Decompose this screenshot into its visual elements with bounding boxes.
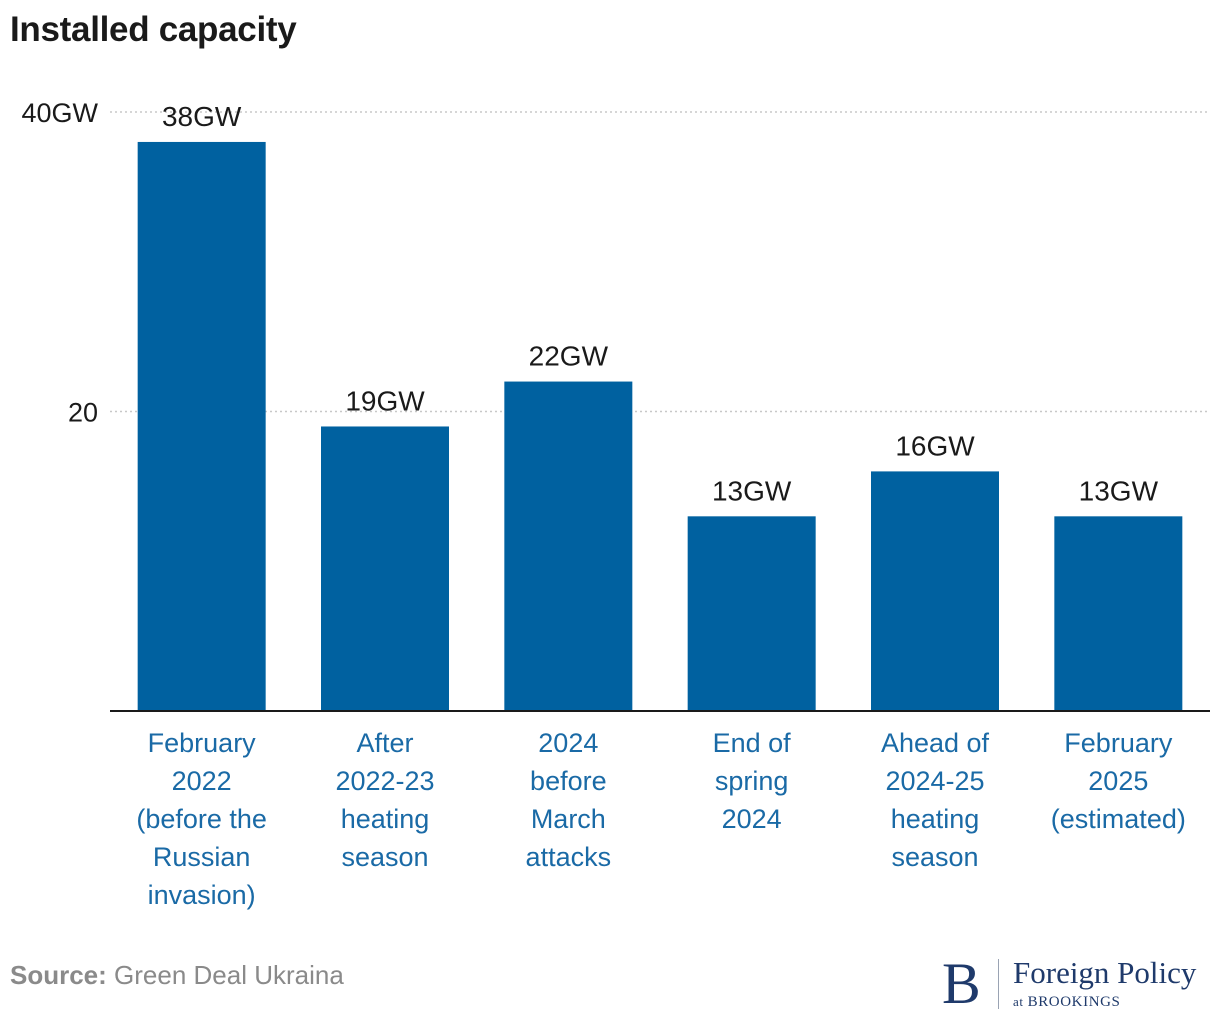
x-category-label: Russian (153, 842, 251, 872)
x-category-label: heating (891, 804, 980, 834)
logo-sub-prefix: at (1013, 993, 1024, 1009)
x-category-label: 2024 (722, 804, 782, 834)
x-category-label: 2024 (538, 728, 598, 758)
bar (504, 381, 633, 711)
bar-value-label: 16GW (895, 430, 975, 461)
logo-text: Foreign Policy at BROOKINGS (1013, 957, 1196, 1011)
x-category-label: 2025 (1088, 766, 1148, 796)
x-category-label: 2022 (172, 766, 232, 796)
x-category-label: season (341, 842, 428, 872)
x-category-label: spring (715, 766, 789, 796)
x-category-label: attacks (526, 842, 612, 872)
x-category-label: February (148, 728, 257, 758)
bar (321, 426, 449, 711)
x-category-label: (estimated) (1051, 804, 1186, 834)
y-tick-label: 20 (68, 398, 98, 428)
x-category-label: (before the (136, 804, 267, 834)
x-category-label: invasion) (148, 880, 256, 910)
source-note: Source: Green Deal Ukraina (10, 960, 344, 991)
x-category-label: End of (713, 728, 792, 758)
x-category-label: February (1064, 728, 1173, 758)
chart-title: Installed capacity (10, 10, 297, 49)
y-tick-label: 40GW (21, 98, 98, 128)
bar (871, 471, 999, 711)
x-category-label: 2022-23 (335, 766, 434, 796)
bar-value-label: 19GW (345, 385, 425, 416)
bar-value-label: 22GW (529, 341, 609, 372)
logo-subtitle: at BROOKINGS (1013, 994, 1196, 1011)
x-category-label: March (531, 804, 606, 834)
x-category-label: before (530, 766, 607, 796)
source-text: Green Deal Ukraina (114, 960, 344, 990)
bar (137, 141, 266, 711)
x-category-label: season (891, 842, 978, 872)
x-category-label: After (356, 728, 413, 758)
source-label: Source: (10, 960, 107, 990)
bar (1054, 516, 1183, 711)
logo-name: Foreign Policy (1013, 955, 1197, 991)
logo-divider (998, 959, 999, 1009)
bar-value-label: 13GW (1079, 475, 1159, 506)
x-category-label: Ahead of (881, 728, 990, 758)
logo-sub-name: BROOKINGS (1027, 993, 1121, 1010)
logo-letter: B (942, 951, 981, 1016)
bar-value-label: 13GW (712, 475, 792, 506)
x-category-label: 2024-25 (885, 766, 984, 796)
brookings-logo: B Foreign Policy at BROOKINGS (942, 951, 1196, 1016)
bar (687, 516, 816, 711)
bar-value-label: 38GW (162, 101, 242, 132)
x-category-label: heating (341, 804, 430, 834)
